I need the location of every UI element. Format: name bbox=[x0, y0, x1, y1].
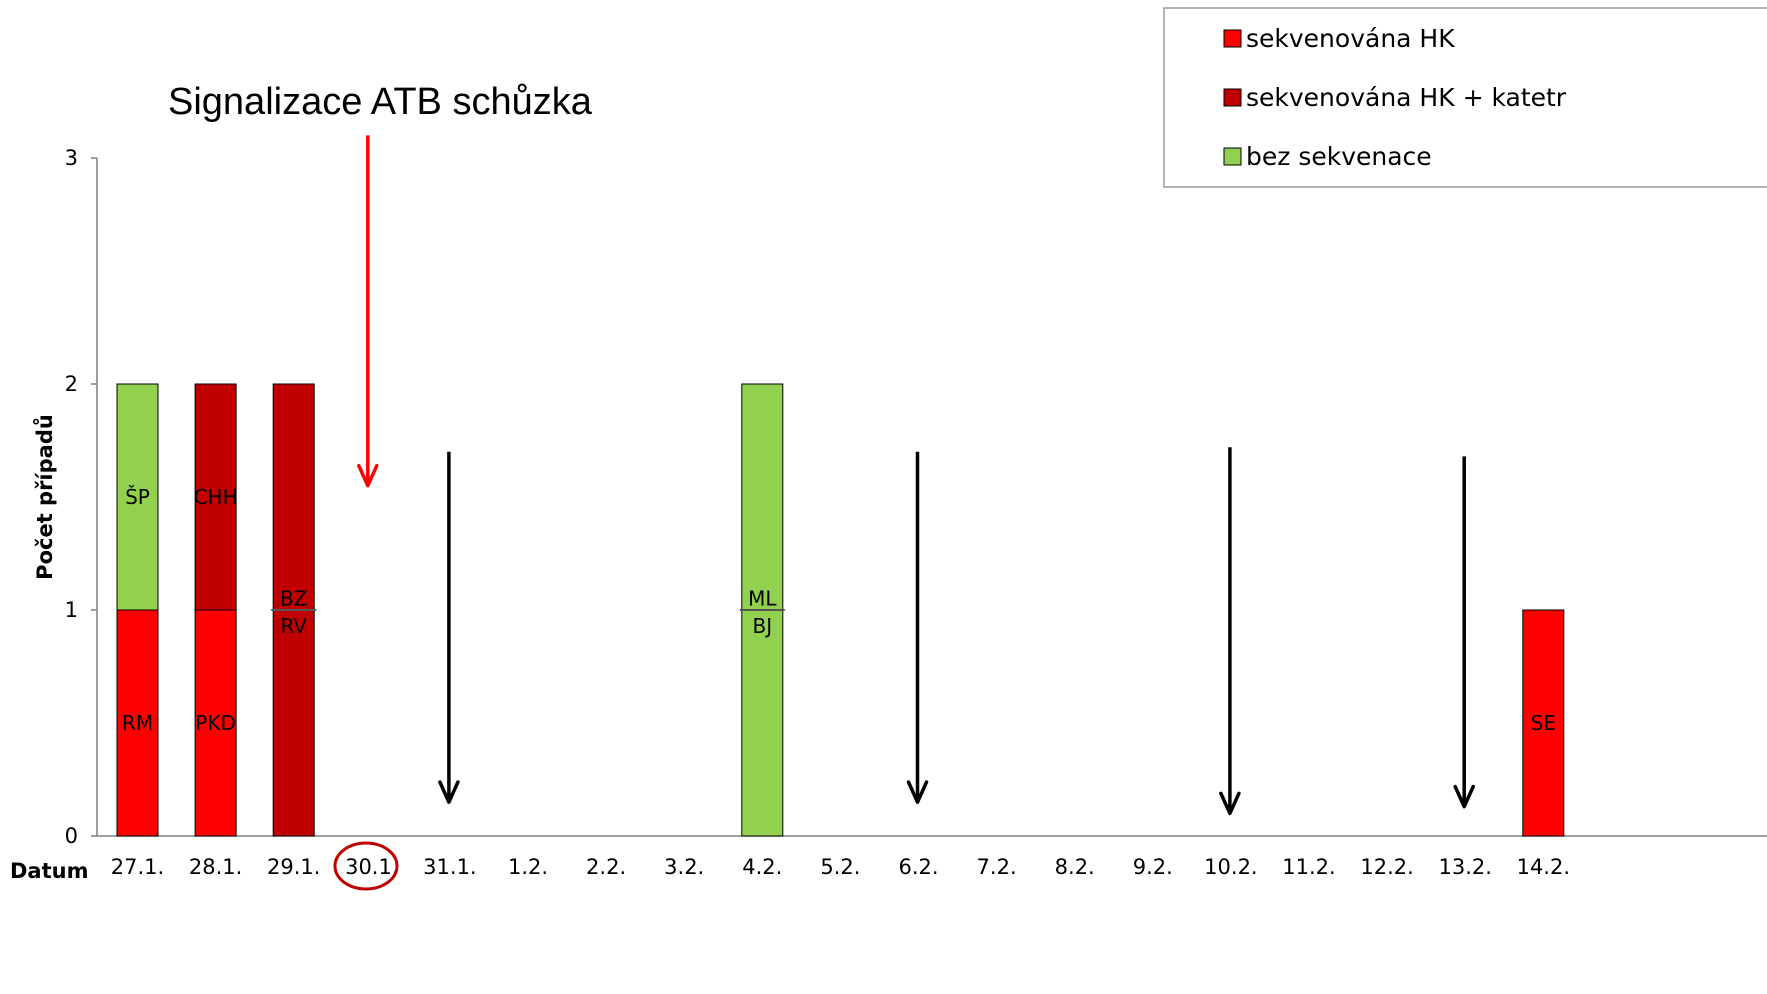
x-tick-label: 2.2. bbox=[586, 855, 626, 879]
annotation-text: Signalizace ATB schůzka bbox=[168, 81, 593, 123]
legend-swatch bbox=[1223, 88, 1242, 107]
y-tick-label: 1 bbox=[65, 598, 78, 622]
bar-label: RM bbox=[122, 711, 153, 735]
bar-label: PKD bbox=[195, 711, 236, 735]
x-tick-label: 9.2. bbox=[1133, 855, 1173, 879]
y-tick-label: 2 bbox=[65, 372, 78, 396]
x-tick-label: 14.2. bbox=[1517, 855, 1570, 879]
legend-swatch bbox=[1223, 29, 1242, 48]
legend-label: sekvenována HK bbox=[1246, 24, 1455, 53]
x-tick-label: 12.2. bbox=[1360, 855, 1413, 879]
bar-label: SE bbox=[1531, 711, 1556, 735]
x-tick-label: 3.2. bbox=[664, 855, 704, 879]
arrow bbox=[438, 451, 460, 804]
bar-label: RV bbox=[280, 614, 307, 638]
x-tick-label: 7.2. bbox=[977, 855, 1017, 879]
x-tick-label: 13.2. bbox=[1438, 855, 1491, 879]
bar-label: BZ bbox=[280, 587, 307, 611]
y-tick-label: 0 bbox=[65, 824, 78, 848]
arrow bbox=[1453, 456, 1475, 809]
highlight-circle bbox=[333, 841, 399, 891]
legend: sekvenována HK sekvenována HK + katetr bez… bbox=[1163, 7, 1767, 188]
bar-segment bbox=[194, 383, 237, 611]
legend-swatch bbox=[1223, 147, 1242, 166]
arrow bbox=[357, 135, 379, 488]
x-tick-label: 27.1. bbox=[111, 855, 164, 879]
bar-label: BJ bbox=[752, 614, 772, 638]
bar-segment bbox=[116, 609, 159, 837]
legend-label: sekvenována HK + katetr bbox=[1246, 83, 1567, 112]
x-tick-label: 31.1. bbox=[423, 855, 476, 879]
bar-label: ML bbox=[748, 587, 777, 611]
bar-segment bbox=[1522, 609, 1565, 837]
y-tick-label: 3 bbox=[65, 146, 78, 170]
x-tick-label: 1.2. bbox=[508, 855, 548, 879]
arrow bbox=[1219, 447, 1241, 816]
x-tick-label: 28.1. bbox=[189, 855, 242, 879]
x-tick-label: 4.2. bbox=[742, 855, 782, 879]
x-axis-title: Datum bbox=[10, 859, 88, 883]
legend-label: bez sekvenace bbox=[1246, 142, 1432, 171]
x-tick-label: 29.1. bbox=[267, 855, 320, 879]
x-tick-label: 30.1. bbox=[345, 855, 398, 879]
x-tick-label: 5.2. bbox=[820, 855, 860, 879]
x-tick-label: 10.2. bbox=[1204, 855, 1257, 879]
x-tick-label: 8.2. bbox=[1055, 855, 1095, 879]
x-tick-label: 6.2. bbox=[898, 855, 938, 879]
x-tick-label: 11.2. bbox=[1282, 855, 1335, 879]
bar-segment bbox=[116, 383, 159, 611]
bar-segment bbox=[194, 609, 237, 837]
y-axis-title: Počet případů bbox=[33, 414, 57, 580]
bar-label: CHH bbox=[194, 485, 238, 509]
legend-box bbox=[1163, 7, 1767, 188]
arrow bbox=[906, 451, 929, 804]
bar-label: ŠP bbox=[125, 485, 150, 509]
